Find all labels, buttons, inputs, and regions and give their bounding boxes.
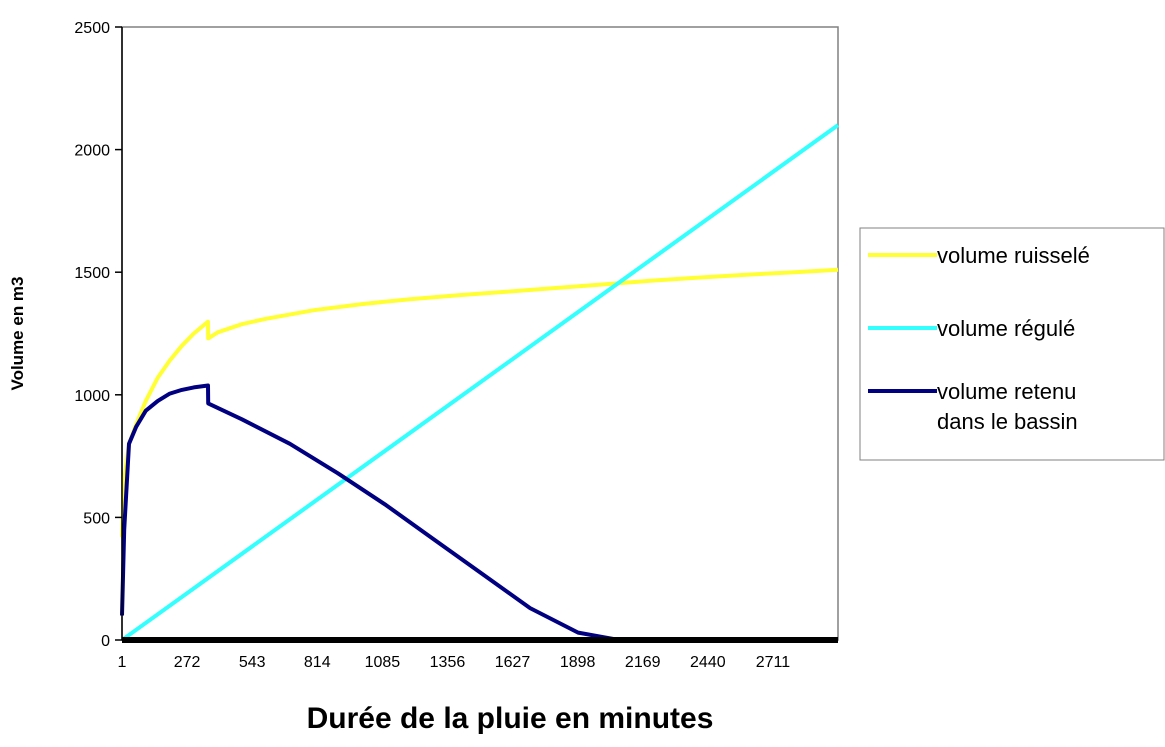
x-tick-label: 2711: [756, 654, 791, 671]
y-tick-label: 1500: [74, 265, 110, 282]
x-tick-label: 1898: [560, 654, 596, 671]
y-tick-label: 500: [83, 510, 110, 527]
series-line-2: [120, 123, 840, 642]
series-line-1: [120, 267, 839, 538]
x-tick-label: 814: [304, 654, 331, 671]
legend-label-3: volume retenu dans le bassin: [937, 379, 1078, 434]
x-tick-label: 1085: [365, 654, 401, 671]
legend-frame: [859, 227, 1165, 461]
plot-area: [121, 26, 839, 641]
x-tick-label: 2440: [690, 654, 726, 671]
x-tick-label: 1: [118, 654, 127, 671]
x-tick-label: 2169: [625, 654, 661, 671]
x-tick-label: 543: [239, 654, 266, 671]
y-tick-label: 2500: [74, 20, 110, 37]
x-tick-label: 1356: [430, 654, 466, 671]
plot-frame: [121, 26, 839, 641]
legend-label-2: volume régulé: [937, 316, 1075, 341]
x-tick-label: 1627: [495, 654, 531, 671]
legend: volume ruisselé volume régulé volume reten…: [859, 227, 1165, 461]
legend-label-1: volume ruisselé: [937, 243, 1090, 268]
y-axis-title: Volume en m3: [8, 277, 27, 391]
x-tick-label: 272: [174, 654, 201, 671]
y-tick-label: 1000: [74, 388, 110, 405]
axes-group: 0 500 1000 1500 2000 2500 1 272 543 814 1085 1356 16…: [74, 20, 838, 671]
y-tick-label: 0: [101, 633, 110, 650]
x-axis-title: Durée de la pluie en minutes: [307, 702, 714, 735]
series-line-3: [120, 383, 838, 642]
series-group: [120, 123, 840, 642]
y-tick-label: 2000: [74, 143, 110, 160]
